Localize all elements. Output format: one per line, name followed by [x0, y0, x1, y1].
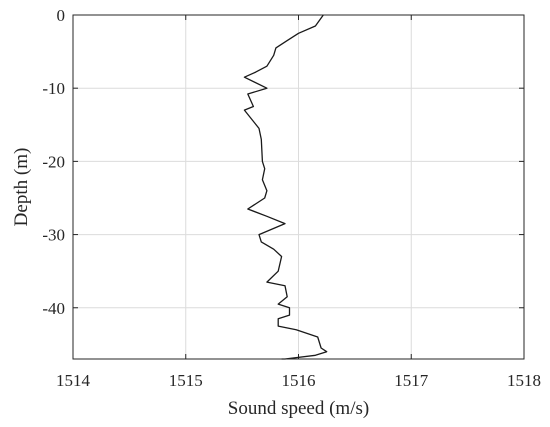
- y-tick-label: -30: [42, 226, 65, 245]
- x-tick-labels: 1514 1515 1516 1517 1518: [56, 371, 541, 390]
- y-tick-label: -20: [42, 152, 65, 171]
- grid: [72, 14, 525, 359]
- y-tick-label: 0: [57, 6, 66, 25]
- x-tick-label: 1518: [507, 371, 541, 390]
- series: [243, 14, 328, 360]
- y-tick-label: -40: [42, 299, 65, 318]
- x-tick-label: 1516: [282, 371, 316, 390]
- y-tick-label: -10: [42, 79, 65, 98]
- x-tick-label: 1514: [56, 371, 91, 390]
- y-tick-labels: 0 -10 -20 -30 -40: [42, 6, 65, 318]
- x-tick-label: 1515: [169, 371, 203, 390]
- x-tick-label: 1517: [394, 371, 429, 390]
- plot-frame: [72, 14, 525, 360]
- y-axis-title: Depth (m): [11, 148, 32, 227]
- sound-speed-line: [243, 14, 328, 360]
- x-axis-title: Sound speed (m/s): [228, 398, 369, 419]
